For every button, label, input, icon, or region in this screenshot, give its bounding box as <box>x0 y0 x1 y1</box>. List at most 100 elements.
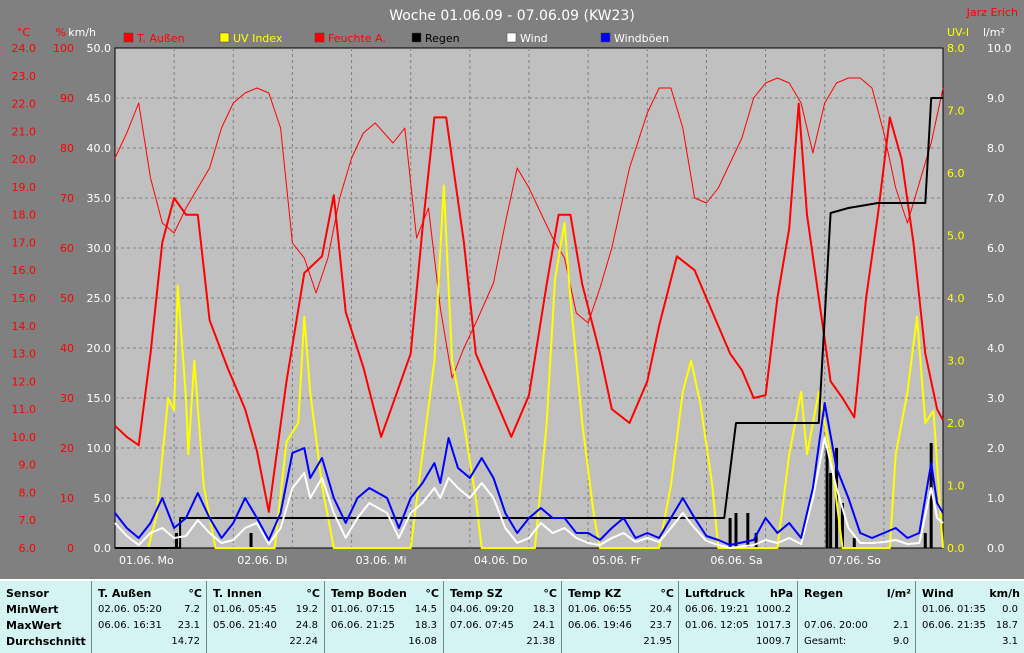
axis-tick-label-right2: 6.0 <box>987 242 1005 255</box>
min-date: 02.06. <box>98 604 130 615</box>
min-date: 01.06. <box>922 604 954 615</box>
axis-tick-label-left1: 19.0 <box>12 181 37 194</box>
axis-tick-label-right1: 3.0 <box>947 355 965 368</box>
rain-bar <box>746 513 750 548</box>
min-date: 01.06. <box>213 604 245 615</box>
min-value: 18.3 <box>532 604 555 615</box>
axis-tick-label-right2: 2.0 <box>987 442 1005 455</box>
max-value: 23.1 <box>177 620 200 631</box>
axis-tick-label-left3: 20.0 <box>87 342 112 355</box>
max-value: 18.7 <box>995 620 1018 631</box>
avg-value: 16.08 <box>408 636 437 647</box>
avg-value: 21.95 <box>643 636 672 647</box>
rain-bar <box>840 503 844 548</box>
min-date: 04.06. <box>450 604 482 615</box>
axis-tick-label-left2: 50 <box>60 292 74 305</box>
sensor-column: Temp Boden °C 01.06. 07:15 14.5 06.06. 21:25 18… <box>324 581 443 653</box>
legend-swatch <box>600 32 611 43</box>
axis-unit-right2: l/m² <box>983 26 1005 39</box>
sensor-name: T. Innen <box>213 587 262 600</box>
axis-tick-label-left2: 40 <box>60 342 74 355</box>
min-date: 01.06. <box>568 604 600 615</box>
avg-value: 3.1 <box>1002 636 1018 647</box>
rain-bar <box>728 518 732 548</box>
max-value: 23.7 <box>649 620 672 631</box>
axis-tick-label-left1: 10.0 <box>12 431 37 444</box>
x-axis-day-label: 04.06. Do <box>474 554 528 567</box>
axis-tick-label-left2: 60 <box>60 242 74 255</box>
axis-tick-label-left2: 0 <box>67 542 74 555</box>
max-time: 21:40 <box>248 620 277 631</box>
sensor-unit: hPa <box>769 587 793 600</box>
max-date: 06.06. <box>331 620 363 631</box>
min-time: 09:20 <box>485 604 514 615</box>
sensor-unit: °C <box>188 587 202 600</box>
series-line-wind <box>114 437 944 549</box>
max-date: 06.06. <box>98 620 130 631</box>
axis-tick-label-right2: 8.0 <box>987 142 1005 155</box>
axis-unit-right1: UV-I <box>947 26 969 39</box>
chart-title: Woche 01.06.09 - 07.06.09 (KW23) <box>389 8 635 24</box>
sensor-name: Regen <box>804 587 844 600</box>
max-time: 07:45 <box>485 620 514 631</box>
axis-tick-label-right2: 1.0 <box>987 492 1005 505</box>
rain-bar <box>829 473 833 548</box>
axis-tick-label-left3: 15.0 <box>87 392 112 405</box>
rain-bar <box>923 533 927 548</box>
avg-label: Durchschnitt <box>6 635 86 648</box>
sensor-column: Luftdruck hPa 06.06. 19:21 1000.2 01.06. 12:05… <box>678 581 797 653</box>
sensor-name: Wind <box>922 587 954 600</box>
max-date: 06.06. <box>922 620 954 631</box>
sensor-unit: l/m² <box>886 587 911 600</box>
max-time: 20:00 <box>839 620 868 631</box>
axis-tick-label-right2: 0.0 <box>987 542 1005 555</box>
sensor-name: Temp KZ <box>568 587 622 600</box>
legend-label: Wind <box>520 32 548 45</box>
sensor-name: Temp SZ <box>450 587 503 600</box>
max-date: 01.06. <box>685 620 717 631</box>
row-labels-column: Sensor MinWert MaxWert Durchschnitt <box>0 581 91 653</box>
axis-tick-label-left1: 21.0 <box>12 125 37 138</box>
sensor-column: T. Außen °C 02.06. 05:20 7.2 06.06. 16:31 23.1 1… <box>91 581 206 653</box>
avg-value: 1009.7 <box>756 636 791 647</box>
max-date: 07.06. <box>450 620 482 631</box>
rain-bar <box>249 533 253 548</box>
max-time: 19:46 <box>603 620 632 631</box>
axis-tick-label-right1: 7.0 <box>947 105 965 118</box>
max-date: 05.06. <box>213 620 245 631</box>
axis-tick-label-left2: 10 <box>60 492 74 505</box>
max-time: 16:31 <box>133 620 162 631</box>
legend-swatch <box>411 32 422 43</box>
min-time: 19:21 <box>720 604 749 615</box>
axis-tick-label-right1: 0.0 <box>947 542 965 555</box>
x-axis-day-label: 02.06. Di <box>237 554 287 567</box>
axis-tick-label-left1: 17.0 <box>12 236 37 249</box>
max-value: 18.3 <box>414 620 437 631</box>
axis-tick-label-left2: 30 <box>60 392 74 405</box>
min-value: 1000.2 <box>756 604 791 615</box>
axis-tick-label-right1: 8.0 <box>947 42 965 55</box>
max-time: 21:25 <box>366 620 395 631</box>
axis-tick-label-left1: 15.0 <box>12 292 37 305</box>
sensor-column: Regen l/m² 07.06. 20:00 2.1 Gesamt: 9.0 <box>797 581 915 653</box>
series-line-t-au-en <box>114 102 944 513</box>
axis-tick-label-left3: 35.0 <box>87 192 112 205</box>
avg-value: 22.24 <box>289 636 318 647</box>
chart-canvas: 24.0 23.0 22.0 21.0 20.0 19.0 18.0 17.0 16.0 15.0… <box>12 6 1019 567</box>
min-label: MinWert <box>6 603 59 616</box>
min-time: 01:35 <box>957 604 986 615</box>
axis-tick-label-left2: 70 <box>60 192 74 205</box>
axis-tick-label-right1: 5.0 <box>947 230 965 243</box>
axis-tick-label-right1: 2.0 <box>947 417 965 430</box>
sensor-name: Temp Boden <box>331 587 407 600</box>
axis-tick-label-left1: 7.0 <box>19 514 37 527</box>
legend-label: Feuchte A. <box>328 32 386 45</box>
x-axis-day-label: 05.06. Fr <box>592 554 641 567</box>
axis-unit-left3: km/h <box>68 26 96 39</box>
rain-bar <box>825 448 829 548</box>
axis-tick-label-left3: 40.0 <box>87 142 112 155</box>
axis-tick-label-left1: 18.0 <box>12 209 37 222</box>
axis-tick-label-left1: 14.0 <box>12 320 37 333</box>
min-value: 7.2 <box>184 604 200 615</box>
axis-tick-label-left1: 23.0 <box>12 70 37 83</box>
